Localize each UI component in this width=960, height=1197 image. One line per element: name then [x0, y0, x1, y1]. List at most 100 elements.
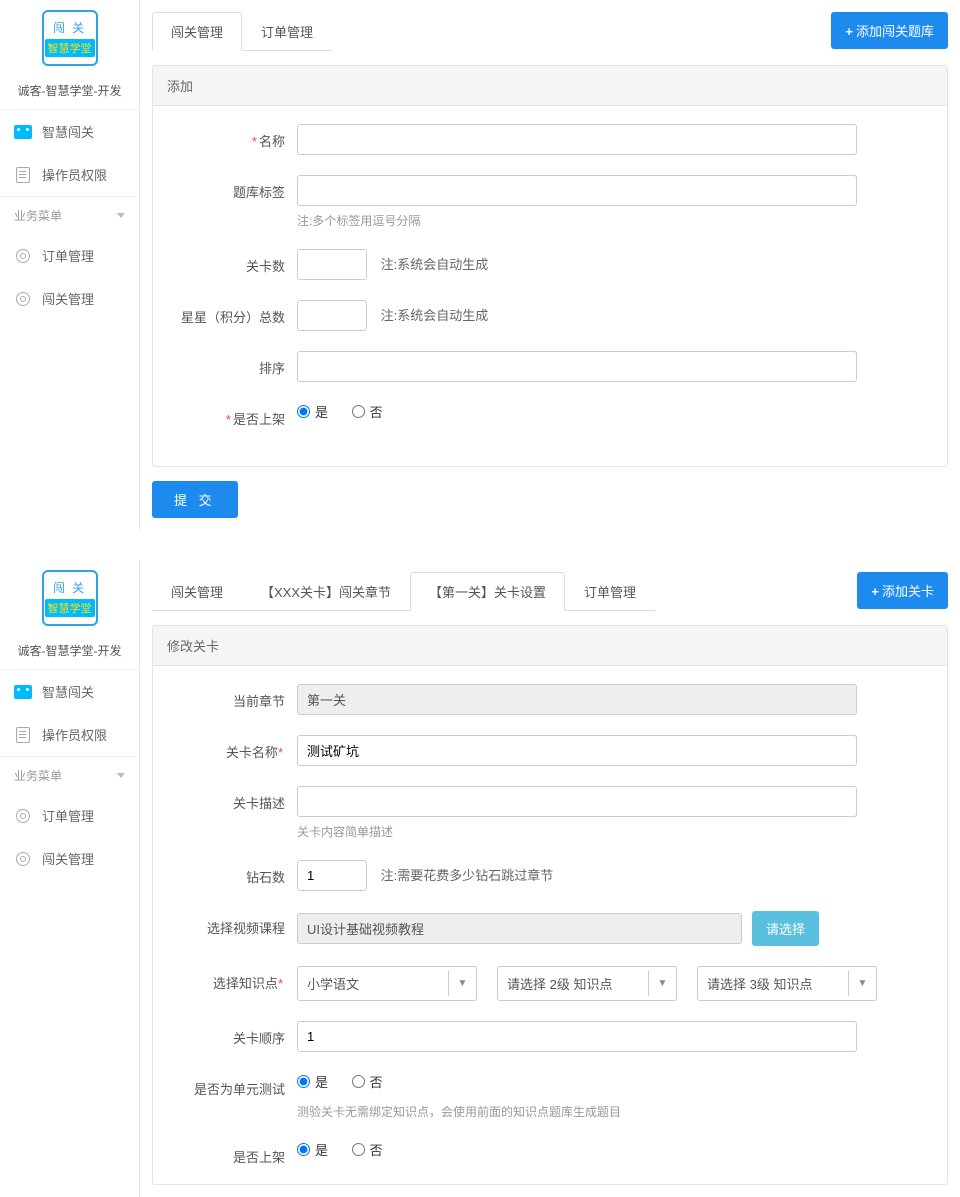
stars-hint: 注:系统会自动生成 [381, 308, 489, 323]
sort-input[interactable] [297, 351, 857, 382]
tab-level-settings[interactable]: 【第一关】关卡设置 [410, 572, 565, 611]
logo-bottom-text: 智慧学堂 [45, 599, 95, 617]
tab-chapter[interactable]: 【XXX关卡】闯关章节 [242, 572, 410, 611]
smart-icon [14, 123, 32, 141]
level-name-input[interactable] [297, 735, 857, 766]
sidebar: 闯 关 智慧学堂 诚客-智慧学堂-开发 智慧闯关 操作员权限 业务菜单 订单管理… [0, 560, 140, 1197]
desc-input[interactable] [297, 786, 857, 817]
radio-yes[interactable]: 是 [297, 402, 328, 421]
chevron-down-icon [117, 773, 125, 778]
tabs: 闯关管理 【XXX关卡】闯关章节 【第一关】关卡设置 订单管理 [152, 572, 655, 611]
logo-bottom-text: 智慧学堂 [45, 39, 95, 57]
label-desc: 关卡描述 [167, 786, 297, 812]
gear-icon [14, 247, 32, 265]
knowledge-select-1[interactable]: 小学语文 ▼ [297, 966, 477, 1001]
tags-hint: 注:多个标签用逗号分隔 [297, 212, 933, 229]
label-order: 关卡顺序 [167, 1021, 297, 1047]
nav-label: 订单管理 [42, 806, 94, 825]
brand-name: 诚客-智慧学堂-开发 [0, 76, 139, 110]
nav-smart-challenge[interactable]: 智慧闯关 [0, 110, 139, 153]
select-video-button[interactable]: 请选择 [752, 911, 819, 946]
diamond-hint: 注:需要花费多少钻石跳过章节 [381, 868, 554, 883]
name-input[interactable] [297, 124, 857, 155]
radio-yes[interactable]: 是 [297, 1140, 328, 1159]
radio-no[interactable]: 否 [352, 1072, 383, 1091]
levels-hint: 注:系统会自动生成 [381, 257, 489, 272]
order-input[interactable] [297, 1021, 857, 1052]
main-content: 闯关管理 订单管理 +添加闯关题库 添加 *名称 题库标签 注:多个标签用逗号分… [140, 0, 960, 530]
stars-input[interactable] [297, 300, 367, 331]
label-name: *名称 [167, 124, 297, 150]
knowledge-select-2[interactable]: 请选择 2级 知识点 ▼ [497, 966, 677, 1001]
add-panel: 添加 *名称 题库标签 注:多个标签用逗号分隔 关卡数 [152, 65, 948, 467]
doc-icon [14, 726, 32, 744]
radio-yes[interactable]: 是 [297, 1072, 328, 1091]
nav-order-mgmt[interactable]: 订单管理 [0, 794, 139, 837]
label-unit-test: 是否为单元测试 [167, 1072, 297, 1098]
add-level-button[interactable]: +添加关卡 [857, 572, 948, 609]
nav-label: 闯关管理 [42, 849, 94, 868]
label-levels: 关卡数 [167, 249, 297, 275]
label-tags: 题库标签 [167, 175, 297, 201]
tags-input[interactable] [297, 175, 857, 206]
diamond-input[interactable] [297, 860, 367, 891]
nav-label: 智慧闯关 [42, 122, 94, 141]
nav-challenge-mgmt[interactable]: 闯关管理 [0, 837, 139, 880]
tabs: 闯关管理 订单管理 [152, 12, 332, 51]
radio-no[interactable]: 否 [352, 402, 383, 421]
gear-icon [14, 850, 32, 868]
main-content: 闯关管理 【XXX关卡】闯关章节 【第一关】关卡设置 订单管理 +添加关卡 修改… [140, 560, 960, 1197]
doc-icon [14, 166, 32, 184]
radio-no[interactable]: 否 [352, 1140, 383, 1159]
tab-order-mgmt[interactable]: 订单管理 [242, 12, 332, 51]
nav-operator-permissions[interactable]: 操作员权限 [0, 713, 139, 756]
label-knowledge: 选择知识点* [167, 966, 297, 992]
panel-title: 修改关卡 [153, 626, 947, 666]
nav-smart-challenge[interactable]: 智慧闯关 [0, 670, 139, 713]
label-publish: 是否上架 [167, 1140, 297, 1166]
add-question-bank-button[interactable]: +添加闯关题库 [831, 12, 948, 49]
logo-top-text: 闯 关 [53, 19, 86, 36]
label-chapter: 当前章节 [167, 684, 297, 710]
nav-label: 闯关管理 [42, 289, 94, 308]
select-value: 请选择 2级 知识点 [498, 967, 648, 1000]
nav-order-mgmt[interactable]: 订单管理 [0, 234, 139, 277]
brand-name: 诚客-智慧学堂-开发 [0, 636, 139, 670]
chevron-down-icon: ▼ [648, 971, 676, 996]
chevron-down-icon [117, 213, 125, 218]
unit-test-hint: 测验关卡无需绑定知识点，会使用前面的知识点题库生成题目 [297, 1103, 933, 1120]
video-input [297, 913, 742, 944]
label-sort: 排序 [167, 351, 297, 377]
knowledge-select-3[interactable]: 请选择 3级 知识点 ▼ [697, 966, 877, 1001]
label-publish: *是否上架 [167, 402, 297, 428]
label-video: 选择视频课程 [167, 911, 297, 937]
chevron-down-icon: ▼ [848, 971, 876, 996]
sidebar: 闯 关 智慧学堂 诚客-智慧学堂-开发 智慧闯关 操作员权限 业务菜单 订单管理… [0, 0, 140, 530]
chapter-input [297, 684, 857, 715]
label-diamond: 钻石数 [167, 860, 297, 886]
chevron-down-icon: ▼ [448, 971, 476, 996]
nav-challenge-mgmt[interactable]: 闯关管理 [0, 277, 139, 320]
nav-label: 操作员权限 [42, 725, 107, 744]
gear-icon [14, 290, 32, 308]
nav-group-header[interactable]: 业务菜单 [0, 756, 139, 794]
label-stars: 星星（积分）总数 [167, 300, 297, 326]
levels-input[interactable] [297, 249, 367, 280]
nav-group-header[interactable]: 业务菜单 [0, 196, 139, 234]
panel-title: 添加 [153, 66, 947, 106]
logo: 闯 关 智慧学堂 [0, 0, 139, 76]
select-value: 请选择 3级 知识点 [698, 967, 848, 1000]
btn-label: 添加关卡 [882, 584, 934, 599]
nav-operator-permissions[interactable]: 操作员权限 [0, 153, 139, 196]
label-level-name: 关卡名称* [167, 735, 297, 761]
desc-hint: 关卡内容简单描述 [297, 823, 933, 840]
tab-challenge-mgmt[interactable]: 闯关管理 [152, 12, 242, 51]
tab-challenge-mgmt[interactable]: 闯关管理 [152, 572, 242, 611]
nav-label: 订单管理 [42, 246, 94, 265]
nav-label: 智慧闯关 [42, 682, 94, 701]
gear-icon [14, 807, 32, 825]
submit-button[interactable]: 提 交 [152, 481, 238, 518]
tab-order-mgmt[interactable]: 订单管理 [565, 572, 655, 611]
logo-top-text: 闯 关 [53, 579, 86, 596]
edit-panel: 修改关卡 当前章节 关卡名称* 关卡描述 关卡内容简单描述 [152, 625, 948, 1185]
